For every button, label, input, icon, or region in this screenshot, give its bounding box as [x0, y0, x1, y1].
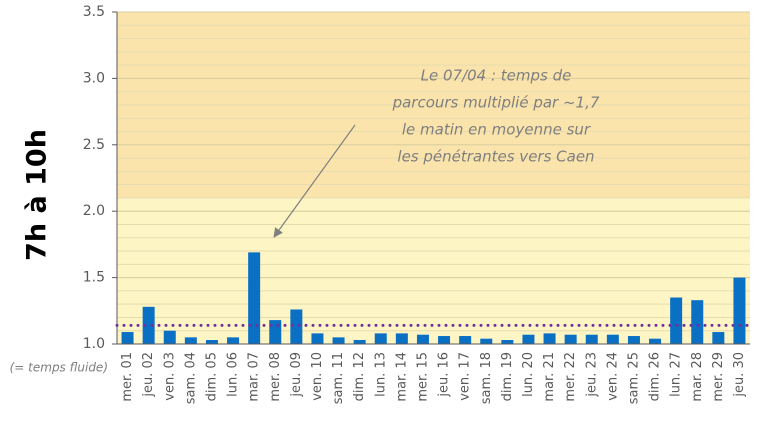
bar [543, 333, 556, 344]
x-tick-label: lun. 27 [669, 352, 684, 397]
bar [438, 336, 451, 344]
x-tick-label: mer. 08 [268, 352, 283, 402]
bar [459, 336, 472, 344]
x-tick-label: sam. 11 [331, 352, 346, 404]
bar [606, 334, 619, 344]
x-tick-label: ven. 03 [162, 352, 177, 401]
bar [670, 297, 683, 344]
bar [374, 333, 387, 344]
bar [290, 309, 303, 344]
y-tick-label: 2.5 [83, 137, 105, 153]
x-tick-label: dim. 26 [648, 352, 663, 401]
x-tick-label: jeu. 09 [289, 352, 304, 398]
bar [142, 306, 155, 344]
bar [522, 334, 535, 344]
bar [353, 340, 366, 344]
grid [112, 11, 750, 345]
y-tick-label: 3.0 [83, 70, 105, 86]
y-axis-label: 7h à 10h [22, 129, 53, 261]
y-tick-label: 3.5 [83, 4, 105, 20]
x-tick-label: sam. 25 [626, 352, 641, 404]
bar [121, 332, 134, 344]
x-tick-label: mar. 07 [247, 352, 262, 402]
bar [205, 340, 218, 344]
bar [184, 337, 197, 344]
x-tick-label: mar. 28 [690, 352, 705, 402]
x-tick-label: mer. 01 [120, 352, 135, 402]
bar [691, 300, 704, 344]
x-tick-label: sam. 04 [183, 352, 198, 404]
x-tick-label: ven. 17 [458, 352, 473, 401]
annotation-arrow [273, 124, 356, 238]
bar [227, 337, 240, 344]
bar [163, 330, 176, 344]
annotation-line: parcours multiplié par ~1,7 [392, 94, 600, 112]
baseline-label: (= temps fluide) [10, 361, 108, 375]
x-tick-label: jeu. 16 [437, 352, 452, 398]
x-tick-label: sam. 18 [479, 352, 494, 404]
bar [564, 334, 577, 344]
annotation-line: Le 07/04 : temps de [421, 67, 572, 85]
bar [627, 336, 640, 344]
y-tick-label: 2.0 [83, 203, 105, 219]
bar [395, 333, 408, 344]
x-tick-label: dim. 12 [352, 352, 367, 401]
bar [332, 337, 345, 344]
x-tick-label: mer. 29 [711, 352, 726, 402]
x-tick-label: dim. 19 [500, 352, 515, 401]
plot-background [117, 12, 750, 344]
y-tick-label: 1.5 [83, 270, 105, 286]
bars [121, 252, 746, 344]
bar [480, 338, 493, 344]
y-tick-label: 1.0 [83, 336, 105, 352]
bar [311, 333, 324, 344]
x-tick-label: ven. 24 [605, 352, 620, 401]
x-tick-label: mar. 21 [542, 352, 557, 402]
x-tick-label: dim. 05 [204, 352, 219, 401]
bar [269, 320, 282, 344]
bar [712, 332, 725, 344]
x-tick-label: mer. 22 [563, 352, 578, 402]
x-tick-label: jeu. 30 [732, 352, 747, 398]
x-tick-label: jeu. 23 [584, 352, 599, 398]
annotation-line: le matin en moyenne sur [402, 121, 591, 139]
x-tick-label: lun. 06 [226, 352, 241, 397]
bar [585, 334, 598, 344]
x-tick-label: ven. 10 [310, 352, 325, 401]
bar [501, 340, 514, 344]
x-tick-label: lun. 13 [373, 352, 388, 397]
bar [649, 338, 662, 344]
x-tick-label: jeu. 02 [141, 352, 156, 398]
x-tick-label: mer. 15 [415, 352, 430, 402]
x-tick-label: lun. 20 [521, 352, 536, 397]
bar [416, 334, 429, 344]
bar [248, 252, 261, 344]
x-tick-label: mar. 14 [394, 352, 409, 402]
bar [733, 277, 746, 344]
annotation-line: les pénétrantes vers Caen [397, 148, 594, 166]
band [117, 197, 750, 344]
